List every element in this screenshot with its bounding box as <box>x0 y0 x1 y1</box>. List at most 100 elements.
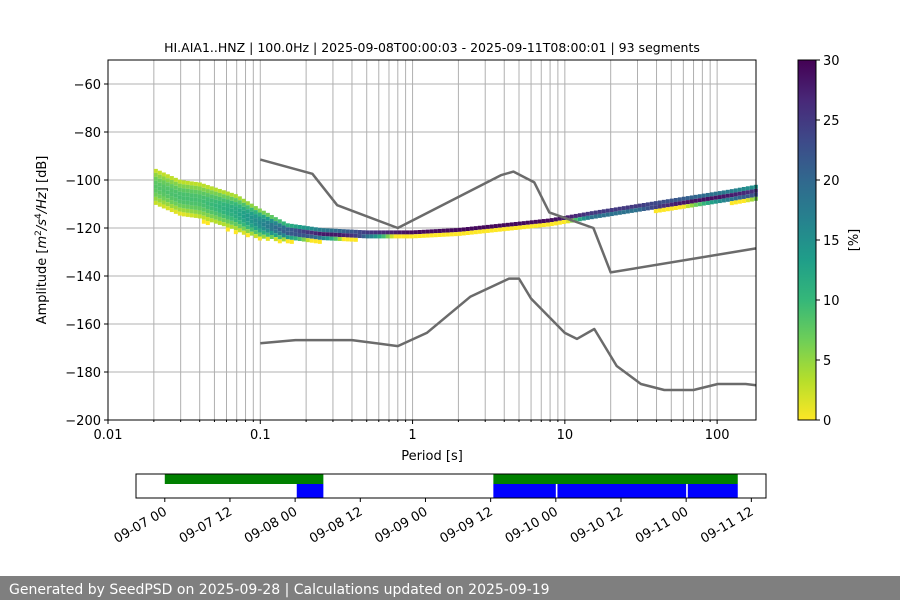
psd-cell <box>269 223 274 228</box>
psd-cell <box>261 226 266 231</box>
psd-cell <box>233 218 238 223</box>
psd-cell <box>229 200 234 205</box>
timeline-tick-label: 09-09 00 <box>372 504 430 546</box>
psd-cell <box>169 192 174 197</box>
psd-cell <box>485 224 490 229</box>
psd-cell <box>493 228 498 233</box>
psd-cell <box>533 223 538 228</box>
psd-cell <box>673 197 678 202</box>
psd-cell <box>325 228 330 233</box>
psd-cell <box>721 190 726 195</box>
psd-cell <box>329 232 334 237</box>
psd-cell <box>529 220 534 225</box>
psd-cell <box>689 195 694 200</box>
psd-cell <box>161 180 166 185</box>
psd-cell <box>569 214 574 219</box>
colorbar-label: [%] <box>847 229 862 252</box>
timeline-tick-label: 09-07 00 <box>112 504 170 546</box>
psd-cell <box>181 204 186 209</box>
psd-cell <box>281 237 286 242</box>
psd-cell <box>301 233 306 238</box>
psd-cell <box>541 223 546 228</box>
psd-cell <box>245 229 250 234</box>
psd-cell <box>549 222 554 227</box>
psd-cell <box>457 231 462 236</box>
psd-cell <box>265 224 270 229</box>
psd-cell <box>193 193 198 198</box>
x-tick-label: 100 <box>705 428 730 443</box>
psd-cell <box>749 193 754 198</box>
colorbar-tick-label: 10 <box>823 294 840 309</box>
psd-cell <box>285 239 290 244</box>
psd-cell <box>713 191 718 196</box>
psd-cell <box>297 229 302 234</box>
psd-cell <box>225 195 230 200</box>
psd-cell <box>489 228 494 233</box>
psd-cell <box>265 232 270 237</box>
psd-cell <box>517 221 522 226</box>
psd-cell <box>253 214 258 219</box>
x-axis: 0.01 0.1 1 10 100 <box>94 420 730 443</box>
psd-cell <box>733 192 738 197</box>
psd-cell <box>201 207 206 212</box>
psd-cell <box>697 194 702 199</box>
psd-cell <box>357 234 362 239</box>
x-tick-label: 10 <box>557 428 574 443</box>
psd-cell <box>373 234 378 239</box>
psd-cell <box>293 228 298 233</box>
psd-cell <box>241 214 246 219</box>
psd-cell <box>653 209 658 214</box>
psd-cell <box>201 187 206 192</box>
psd-cell <box>349 229 354 234</box>
psd-cell <box>217 216 222 221</box>
psd-cell <box>653 205 658 210</box>
psd-cell <box>297 233 302 238</box>
psd-cell <box>585 215 590 220</box>
psd-cell <box>253 234 258 239</box>
psd-cell <box>701 197 706 202</box>
psd-cell <box>381 230 386 235</box>
psd-cell <box>153 196 158 201</box>
psd-cell <box>169 204 174 209</box>
psd-cell <box>193 209 198 214</box>
psd-cell <box>637 207 642 212</box>
psd-cell <box>481 225 486 230</box>
psd-cell <box>665 203 670 208</box>
psd-cell <box>245 209 250 214</box>
psd-cell <box>165 190 170 195</box>
psd-cell <box>729 193 734 198</box>
psd-cell <box>321 228 326 233</box>
psd-cell <box>737 191 742 196</box>
psd-cell <box>441 228 446 233</box>
psd-cell <box>705 196 710 201</box>
psd-cell <box>581 216 586 221</box>
psd-cell <box>661 199 666 204</box>
psd-cell <box>697 198 702 203</box>
psd-cell <box>177 211 182 216</box>
psd-cell <box>205 221 210 226</box>
psd-cell <box>693 194 698 199</box>
psd-cell <box>477 229 482 234</box>
psd-cell <box>629 208 634 213</box>
psd-cell <box>181 212 186 217</box>
psd-cell <box>245 225 250 230</box>
noise-models <box>259 158 757 392</box>
y-label-part: s <box>35 219 50 226</box>
psd-cell <box>233 230 238 235</box>
psd-cell <box>261 230 266 235</box>
psd-cell <box>425 233 430 238</box>
psd-cell <box>273 221 278 226</box>
psd-cell <box>181 192 186 197</box>
psd-cell <box>233 206 238 211</box>
psd-cell <box>577 217 582 222</box>
psd-cell <box>477 225 482 230</box>
psd-cell <box>181 188 186 193</box>
psd-cell <box>385 230 390 235</box>
psd-cell <box>205 213 210 218</box>
psd-cell <box>237 196 242 201</box>
psd-cell <box>621 210 626 215</box>
psd-cell <box>737 187 742 192</box>
psd-cell <box>553 217 558 222</box>
psd-cell <box>605 208 610 213</box>
psd-cell <box>213 195 218 200</box>
